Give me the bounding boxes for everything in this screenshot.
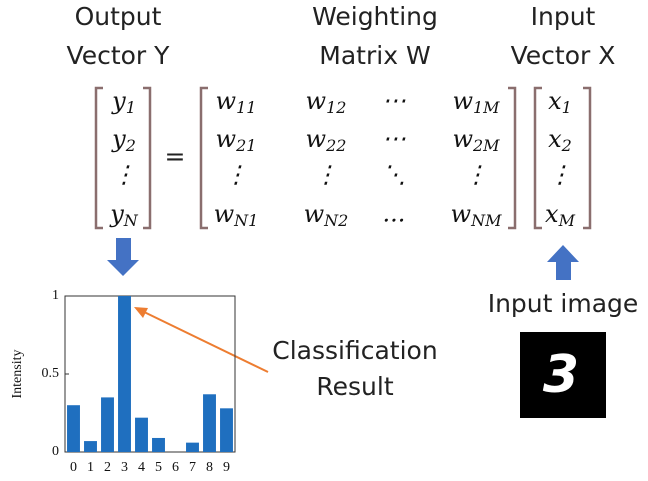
bar	[84, 441, 97, 452]
matrix-entry: y1	[111, 87, 136, 117]
bar	[203, 394, 216, 452]
matrix-symbol: ...	[383, 200, 406, 228]
x-tick-label: 5	[155, 460, 162, 475]
x-tick-label: 2	[104, 460, 111, 475]
bar	[135, 418, 148, 452]
matrix-entry: w21	[216, 125, 257, 155]
x-tick-label: 1	[87, 460, 94, 475]
header: Matrix W	[319, 41, 430, 70]
bar	[220, 408, 233, 452]
y-axis-label: Intensity	[10, 350, 25, 399]
x-tick-label: 8	[206, 460, 213, 475]
bracket	[535, 88, 542, 228]
entry-base: w	[216, 125, 237, 153]
entry-sub: N	[123, 211, 139, 230]
entry-base: y	[111, 125, 126, 153]
matrix-entry: wNM	[451, 200, 503, 230]
bracket	[201, 88, 208, 228]
entry-sub: 22	[325, 136, 346, 155]
matrix-entry: w11	[216, 87, 257, 117]
entry-sub: 2	[561, 136, 572, 155]
bracket	[143, 88, 150, 228]
bar	[118, 296, 131, 452]
entry-base: x	[548, 125, 562, 153]
annotation: Classification	[272, 336, 437, 365]
header: Vector Y	[67, 41, 171, 70]
entry-sub: N1	[233, 211, 258, 230]
y-tick-label: 0.5	[42, 366, 60, 381]
entry-base: y	[109, 200, 124, 228]
y-tick-label: 0	[52, 444, 59, 459]
bar	[152, 438, 165, 452]
entry-sub: N2	[323, 211, 348, 230]
entry-sub: 2	[125, 136, 136, 155]
matrix-symbol: ⋯	[382, 125, 406, 153]
bar	[101, 397, 114, 452]
input-label: Input image	[488, 289, 639, 318]
matrix-entry: w1M	[452, 87, 500, 117]
x-tick-label: 7	[189, 460, 196, 475]
equals: =	[165, 142, 186, 171]
matrix-entry: xM	[545, 200, 576, 230]
entry-sub: 12	[326, 98, 346, 117]
y-tick-label: 1	[52, 288, 59, 303]
entry-sub: 1M	[473, 98, 500, 117]
entry-base: w	[306, 87, 327, 115]
entry-base: w	[304, 200, 325, 228]
matrix-entry: x2	[548, 125, 572, 155]
matrix-entry: w12	[306, 87, 347, 117]
header: Weighting	[312, 2, 438, 31]
matrix-symbol: ⋮	[314, 161, 338, 189]
matrix-symbol: ⋮	[548, 161, 572, 189]
x-tick-label: 4	[138, 460, 145, 475]
entry-base: w	[451, 200, 472, 228]
diagram: Output Vector Y Weighting Matrix W Input Vect…	[0, 0, 648, 481]
entry-base: y	[111, 87, 126, 115]
matrix-symbol: ⋮	[112, 161, 136, 189]
header: Vector X	[511, 41, 616, 70]
header: Input	[531, 2, 596, 31]
input-digit: 3	[543, 345, 579, 405]
matrix-symbol: ⋯	[382, 87, 406, 115]
entry-sub: 21	[235, 136, 256, 155]
matrix-entry: w22	[306, 125, 347, 155]
bracket	[508, 88, 515, 228]
entry-sub: NM	[470, 211, 502, 230]
matrix-entry: yN	[109, 200, 139, 230]
entry-sub: M	[558, 211, 576, 230]
annotation: Result	[316, 372, 393, 401]
entry-base: x	[545, 200, 559, 228]
entry-sub: 11	[236, 98, 256, 117]
x-tick-label: 3	[121, 460, 128, 475]
down-arrow	[107, 238, 139, 276]
matrix-entry: wN1	[214, 200, 259, 230]
x-tick-label: 0	[70, 460, 77, 475]
entry-sub: 1	[562, 98, 572, 117]
up-arrow	[547, 245, 579, 280]
entry-base: w	[214, 200, 235, 228]
header: Output	[75, 2, 162, 31]
entry-sub: 1	[126, 98, 136, 117]
matrix-symbol: ⋱	[382, 161, 406, 189]
x-tick-label: 9	[223, 460, 230, 475]
matrix-entry: w2M	[452, 125, 500, 155]
bar	[186, 443, 199, 452]
entry-base: w	[452, 125, 473, 153]
bar	[67, 405, 80, 452]
bracket	[583, 88, 590, 228]
annotation-arrow	[140, 310, 268, 372]
entry-base: w	[216, 87, 237, 115]
x-tick-label: 6	[172, 460, 179, 475]
entry-base: w	[306, 125, 327, 153]
matrix-entry: y2	[111, 125, 136, 155]
entry-base: w	[452, 87, 473, 115]
entry-sub: 2M	[472, 136, 500, 155]
matrix-symbol: ⋮	[464, 161, 488, 189]
matrix-entry: wN2	[304, 200, 349, 230]
matrix-symbol: ⋮	[224, 161, 248, 189]
entry-base: x	[548, 87, 562, 115]
matrix-entry: x1	[548, 87, 572, 117]
bracket	[96, 88, 103, 228]
